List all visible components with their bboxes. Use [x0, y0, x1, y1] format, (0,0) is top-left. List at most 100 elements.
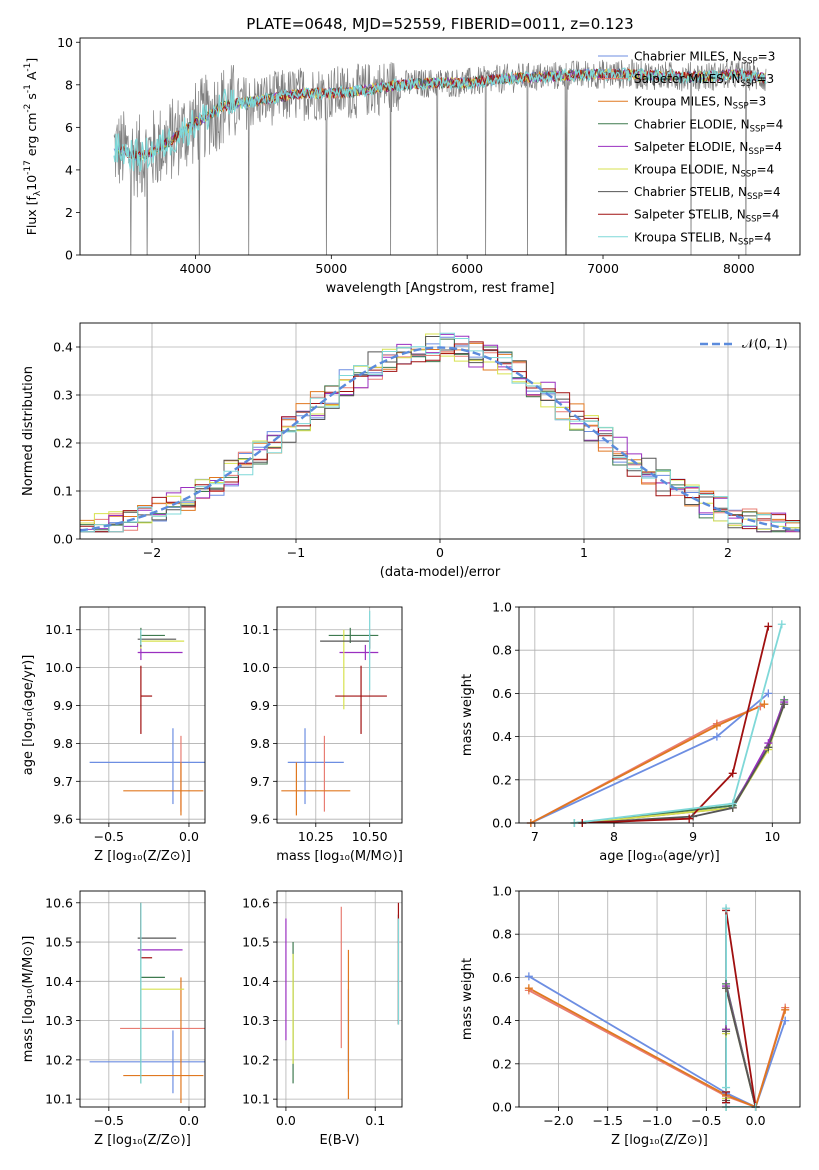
legend-eq: = — [766, 117, 776, 131]
ylabel-part: ] — [24, 58, 39, 63]
age_vs_Z-ytick-label: 9.9 — [53, 698, 73, 713]
legend-model-name: Salpeter ELODIE — [634, 140, 732, 154]
errorbar-point — [140, 902, 165, 1084]
weight_vs_Z-ytick-label: 0.8 — [492, 927, 512, 942]
mass_vs_ebv-frame — [276, 890, 403, 1108]
mass_vs_ebv-xtick-label: 0.1 — [365, 1113, 385, 1128]
residuals-xtick-label: 1 — [580, 545, 588, 560]
age_vs_Z-ytick-label: 9.6 — [53, 812, 73, 827]
legend-eq: = — [762, 208, 772, 222]
weight_vs_Z-xtick-label: −1.0 — [642, 1113, 672, 1128]
spectrum-xlabel: wavelength [Angstrom, rest frame] — [326, 281, 555, 296]
mass_vs_Z-panel: −0.5 0.0 10.1 10.2 10.3 10.4 10.5 10.6 Z [log₁₀(… — [21, 890, 206, 1148]
legend-eq: = — [754, 230, 764, 244]
mass_vs_Z-ytick-label: 10.6 — [45, 895, 73, 910]
mass_vs_ebv-ytick-label: 10.3 — [242, 1013, 270, 1028]
legend-entry: 𝒩(0, 1) — [742, 336, 788, 351]
legend-model-name: Chabrier MILES — [634, 50, 725, 64]
spectrum-ytick-label: 8 — [65, 77, 73, 92]
residuals-ytick-label: 0.1 — [53, 484, 73, 499]
weight-marker — [712, 721, 721, 730]
legend-model-name: Kroupa MILES — [634, 95, 716, 109]
mass_vs_ebv-plot-area — [285, 902, 400, 1100]
age_vs_Z-plot-area — [89, 627, 205, 816]
weight-series-7 — [582, 626, 770, 823]
errorbar-point — [123, 977, 204, 1104]
ylabel-part: λ — [33, 190, 43, 196]
legend-sep: , N — [733, 117, 750, 131]
legend-entry: Salpeter STELIB, NSSP=4 — [634, 208, 779, 225]
legend-sub: SSP — [741, 79, 757, 89]
mass_vs_ebv-ytick-label: 10.4 — [242, 974, 270, 989]
age_vs_mass-ytick-label: 9.9 — [250, 698, 270, 713]
weight-marker — [728, 799, 737, 808]
age_vs_mass-xtick-label: 10.25 — [298, 829, 334, 844]
legend-eq: = — [756, 72, 766, 86]
mass_vs_Z-ytick-label: 10.2 — [45, 1052, 73, 1067]
weight_vs_Z-ylabel: mass weight — [460, 958, 475, 1040]
legend-nssp: 4 — [772, 208, 780, 222]
legend-nssp: 3 — [768, 50, 776, 64]
weight_vs_age-ytick-label: 0.6 — [492, 686, 512, 701]
weight_vs_Z-ytick-label: 0.4 — [492, 1013, 512, 1028]
legend-sub: SSP — [733, 102, 749, 112]
weight_vs_age-ytick-label: 0.8 — [492, 643, 512, 658]
legend-entry: Kroupa ELODIE, NSSP=4 — [634, 163, 774, 180]
legend-entry: Salpeter ELODIE, NSSP=4 — [634, 140, 782, 157]
age_vs_mass-ytick-label: 10.1 — [242, 622, 270, 637]
mass_vs_Z-frame — [79, 890, 206, 1108]
legend-entry: Chabrier ELODIE, NSSP=4 — [634, 117, 783, 134]
spectrum-ylabel: Flux [fλ10-17 erg cm-2 s-1 A-1] — [23, 58, 43, 236]
ylabel-part: 10 — [24, 175, 39, 191]
errorbar-point — [137, 644, 183, 661]
weight_vs_Z-ytick-label: 1.0 — [492, 884, 512, 899]
spectrum-ytick-label: 4 — [65, 162, 73, 177]
age_vs_Z-xlabel: Z [log₁₀(Z/Z⊙)] — [94, 849, 191, 864]
weight-marker — [722, 984, 731, 993]
mass_vs_ebv-ytick-label: 10.1 — [242, 1092, 270, 1107]
weight_vs_Z-xlabel: Z [log₁₀(Z/Z⊙)] — [611, 1133, 708, 1148]
mass_vs_Z-xlabel: Z [log₁₀(Z/Z⊙)] — [94, 1133, 191, 1148]
legend-nssp: 4 — [773, 185, 781, 199]
age_vs_mass-frame — [276, 606, 403, 824]
legend-sep: , N — [732, 140, 749, 154]
age_vs_Z-xtick-label: −0.5 — [94, 829, 124, 844]
residuals-xtick-label: 0 — [436, 545, 444, 560]
age_vs_Z-frame — [79, 606, 206, 824]
residuals-legend: 𝒩(0, 1) — [700, 336, 788, 351]
legend-sep: , N — [725, 50, 742, 64]
legend-sub: SSP — [746, 215, 762, 225]
weight-marker — [728, 769, 737, 778]
weight_vs_age-ytick-label: 0.4 — [492, 729, 512, 744]
legend-sep: , N — [724, 72, 741, 86]
weight_vs_age-xtick-label: 7 — [531, 829, 539, 844]
weight_vs_Z-xtick-label: −1.5 — [593, 1113, 623, 1128]
spectrum-plot-area — [113, 59, 767, 255]
weight-marker — [685, 814, 694, 823]
errorbar-point — [339, 644, 379, 661]
legend-entry: Chabrier STELIB, NSSP=4 — [634, 185, 781, 202]
normal-reference-curve — [80, 346, 800, 532]
age_vs_mass-panel: 10.25 10.50 9.6 9.7 9.8 9.9 10.0 10.1 mass [log₁… — [242, 606, 403, 864]
legend-entry: Salpeter MILES, NSSP=3 — [634, 72, 774, 89]
weight_vs_Z-xtick-label: −0.5 — [691, 1113, 721, 1128]
age_vs_mass-ytick-label: 10.0 — [242, 660, 270, 675]
errorbar-point — [140, 665, 153, 734]
model-spectrum-line — [113, 67, 767, 172]
weight_vs_age-xlabel: age [log₁₀(age/yr)] — [599, 849, 720, 864]
weight-series-8 — [725, 908, 756, 1107]
age_vs_Z-ytick-label: 10.1 — [45, 622, 73, 637]
spectrum-ytick-label: 6 — [65, 120, 73, 135]
legend-model-name: Kroupa ELODIE — [634, 163, 724, 177]
weight-marker — [722, 904, 731, 913]
weight-marker — [524, 984, 533, 993]
weight-marker — [777, 620, 786, 629]
legend-model-name: Salpeter MILES — [634, 72, 724, 86]
weight_vs_Z-frame — [518, 890, 801, 1108]
legend-nssp: 4 — [767, 163, 775, 177]
mass_vs_Z-ytick-label: 10.5 — [45, 935, 73, 950]
legend-nssp: 4 — [776, 117, 784, 131]
residuals-ytick-label: 0.4 — [53, 340, 73, 355]
legend-sep: , N — [729, 208, 746, 222]
